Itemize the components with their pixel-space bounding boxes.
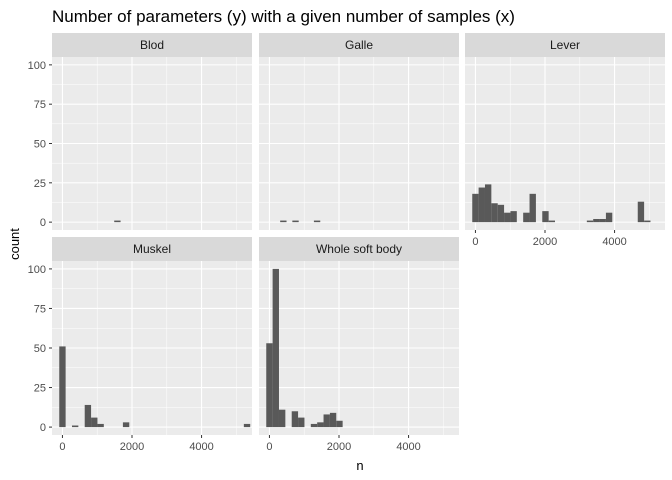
histogram-bar	[542, 211, 549, 223]
histogram-bar	[329, 412, 337, 428]
histogram-bar	[292, 220, 299, 223]
x-axis-title: n	[356, 458, 363, 473]
histogram-bar	[523, 212, 530, 223]
histogram-bar	[336, 420, 343, 428]
histogram-bar	[529, 193, 536, 223]
facet-strip	[259, 33, 459, 57]
facet-strip	[465, 33, 665, 57]
histogram-bar	[548, 220, 555, 223]
y-tick-label: 100	[28, 264, 46, 276]
x-tick-label: 4000	[602, 236, 626, 248]
histogram-bar	[97, 423, 104, 428]
histogram-bar	[272, 268, 279, 428]
histogram-bar	[280, 220, 287, 223]
x-tick-label: 0	[59, 441, 65, 453]
histogram-bar	[291, 411, 299, 428]
y-tick-label: 0	[40, 422, 46, 434]
facet-panels: Blod 0 25 50 75 100 Galle Lever 0 2000 4000 Muskel 0…	[28, 33, 665, 453]
y-tick-label: 50	[34, 139, 46, 151]
histogram-bar	[91, 417, 98, 428]
y-tick-label: 0	[40, 217, 46, 229]
histogram-bar	[504, 212, 511, 223]
x-tick-label: 4000	[189, 441, 213, 453]
facet-strip	[52, 237, 252, 261]
histogram-bar	[317, 422, 324, 428]
facet-strip-label: Muskel	[133, 242, 171, 256]
histogram-bar	[71, 425, 79, 428]
histogram-bar	[323, 414, 330, 428]
histogram-bar	[114, 220, 121, 223]
facet-panel: Muskel 0 25 50 75 100 0 2000 4000	[28, 237, 252, 453]
x-tick-label: 2000	[120, 441, 144, 453]
histogram-bar	[472, 193, 479, 223]
histogram-bar	[278, 409, 286, 428]
facet-strip-label: Lever	[550, 38, 580, 52]
y-tick-label: 50	[34, 343, 46, 355]
x-tick-label: 2000	[327, 441, 351, 453]
histogram-bar	[593, 218, 600, 223]
histogram-bar	[84, 404, 92, 428]
y-axis-title: count	[7, 228, 22, 260]
facet-strip	[52, 33, 252, 57]
histogram-bar	[313, 220, 321, 223]
y-tick-label: 100	[28, 60, 46, 72]
chart-title: Number of parameters (y) with a given nu…	[52, 7, 515, 26]
facet-panel: Whole soft body 0 2000 4000	[259, 237, 459, 453]
x-tick-label: 0	[472, 236, 478, 248]
x-tick-label: 4000	[396, 441, 420, 453]
histogram-bar	[644, 220, 651, 223]
histogram-bar	[497, 204, 505, 223]
y-tick-label: 25	[34, 383, 46, 395]
facet-panel: Lever 0 2000 4000	[465, 33, 665, 248]
facet-strip-label: Blod	[140, 38, 164, 52]
histogram-bar	[605, 212, 613, 223]
histogram-bar	[298, 417, 305, 428]
y-tick-label: 75	[34, 99, 46, 111]
facet-strip	[259, 237, 459, 261]
histogram-bar	[310, 423, 318, 428]
facet-strip-label: Whole soft body	[316, 242, 402, 256]
y-tick-label: 75	[34, 303, 46, 315]
facet-strip-label: Galle	[345, 38, 373, 52]
histogram-bar	[510, 211, 517, 223]
histogram-bar	[478, 187, 485, 223]
histogram-bar	[59, 346, 66, 428]
x-tick-label: 2000	[533, 236, 557, 248]
histogram-bar	[484, 184, 492, 223]
histogram-bar	[266, 343, 273, 428]
x-tick-label: 0	[266, 441, 272, 453]
histogram-bar	[586, 220, 594, 223]
y-tick-label: 25	[34, 178, 46, 190]
histogram-bar	[122, 422, 130, 428]
histogram-bar	[637, 201, 645, 223]
histogram-bar	[491, 203, 498, 223]
facet-panel: Galle	[259, 33, 459, 230]
histogram-bar	[243, 423, 251, 428]
facet-panel: Blod 0 25 50 75 100	[28, 33, 252, 230]
histogram-bar	[599, 218, 606, 223]
